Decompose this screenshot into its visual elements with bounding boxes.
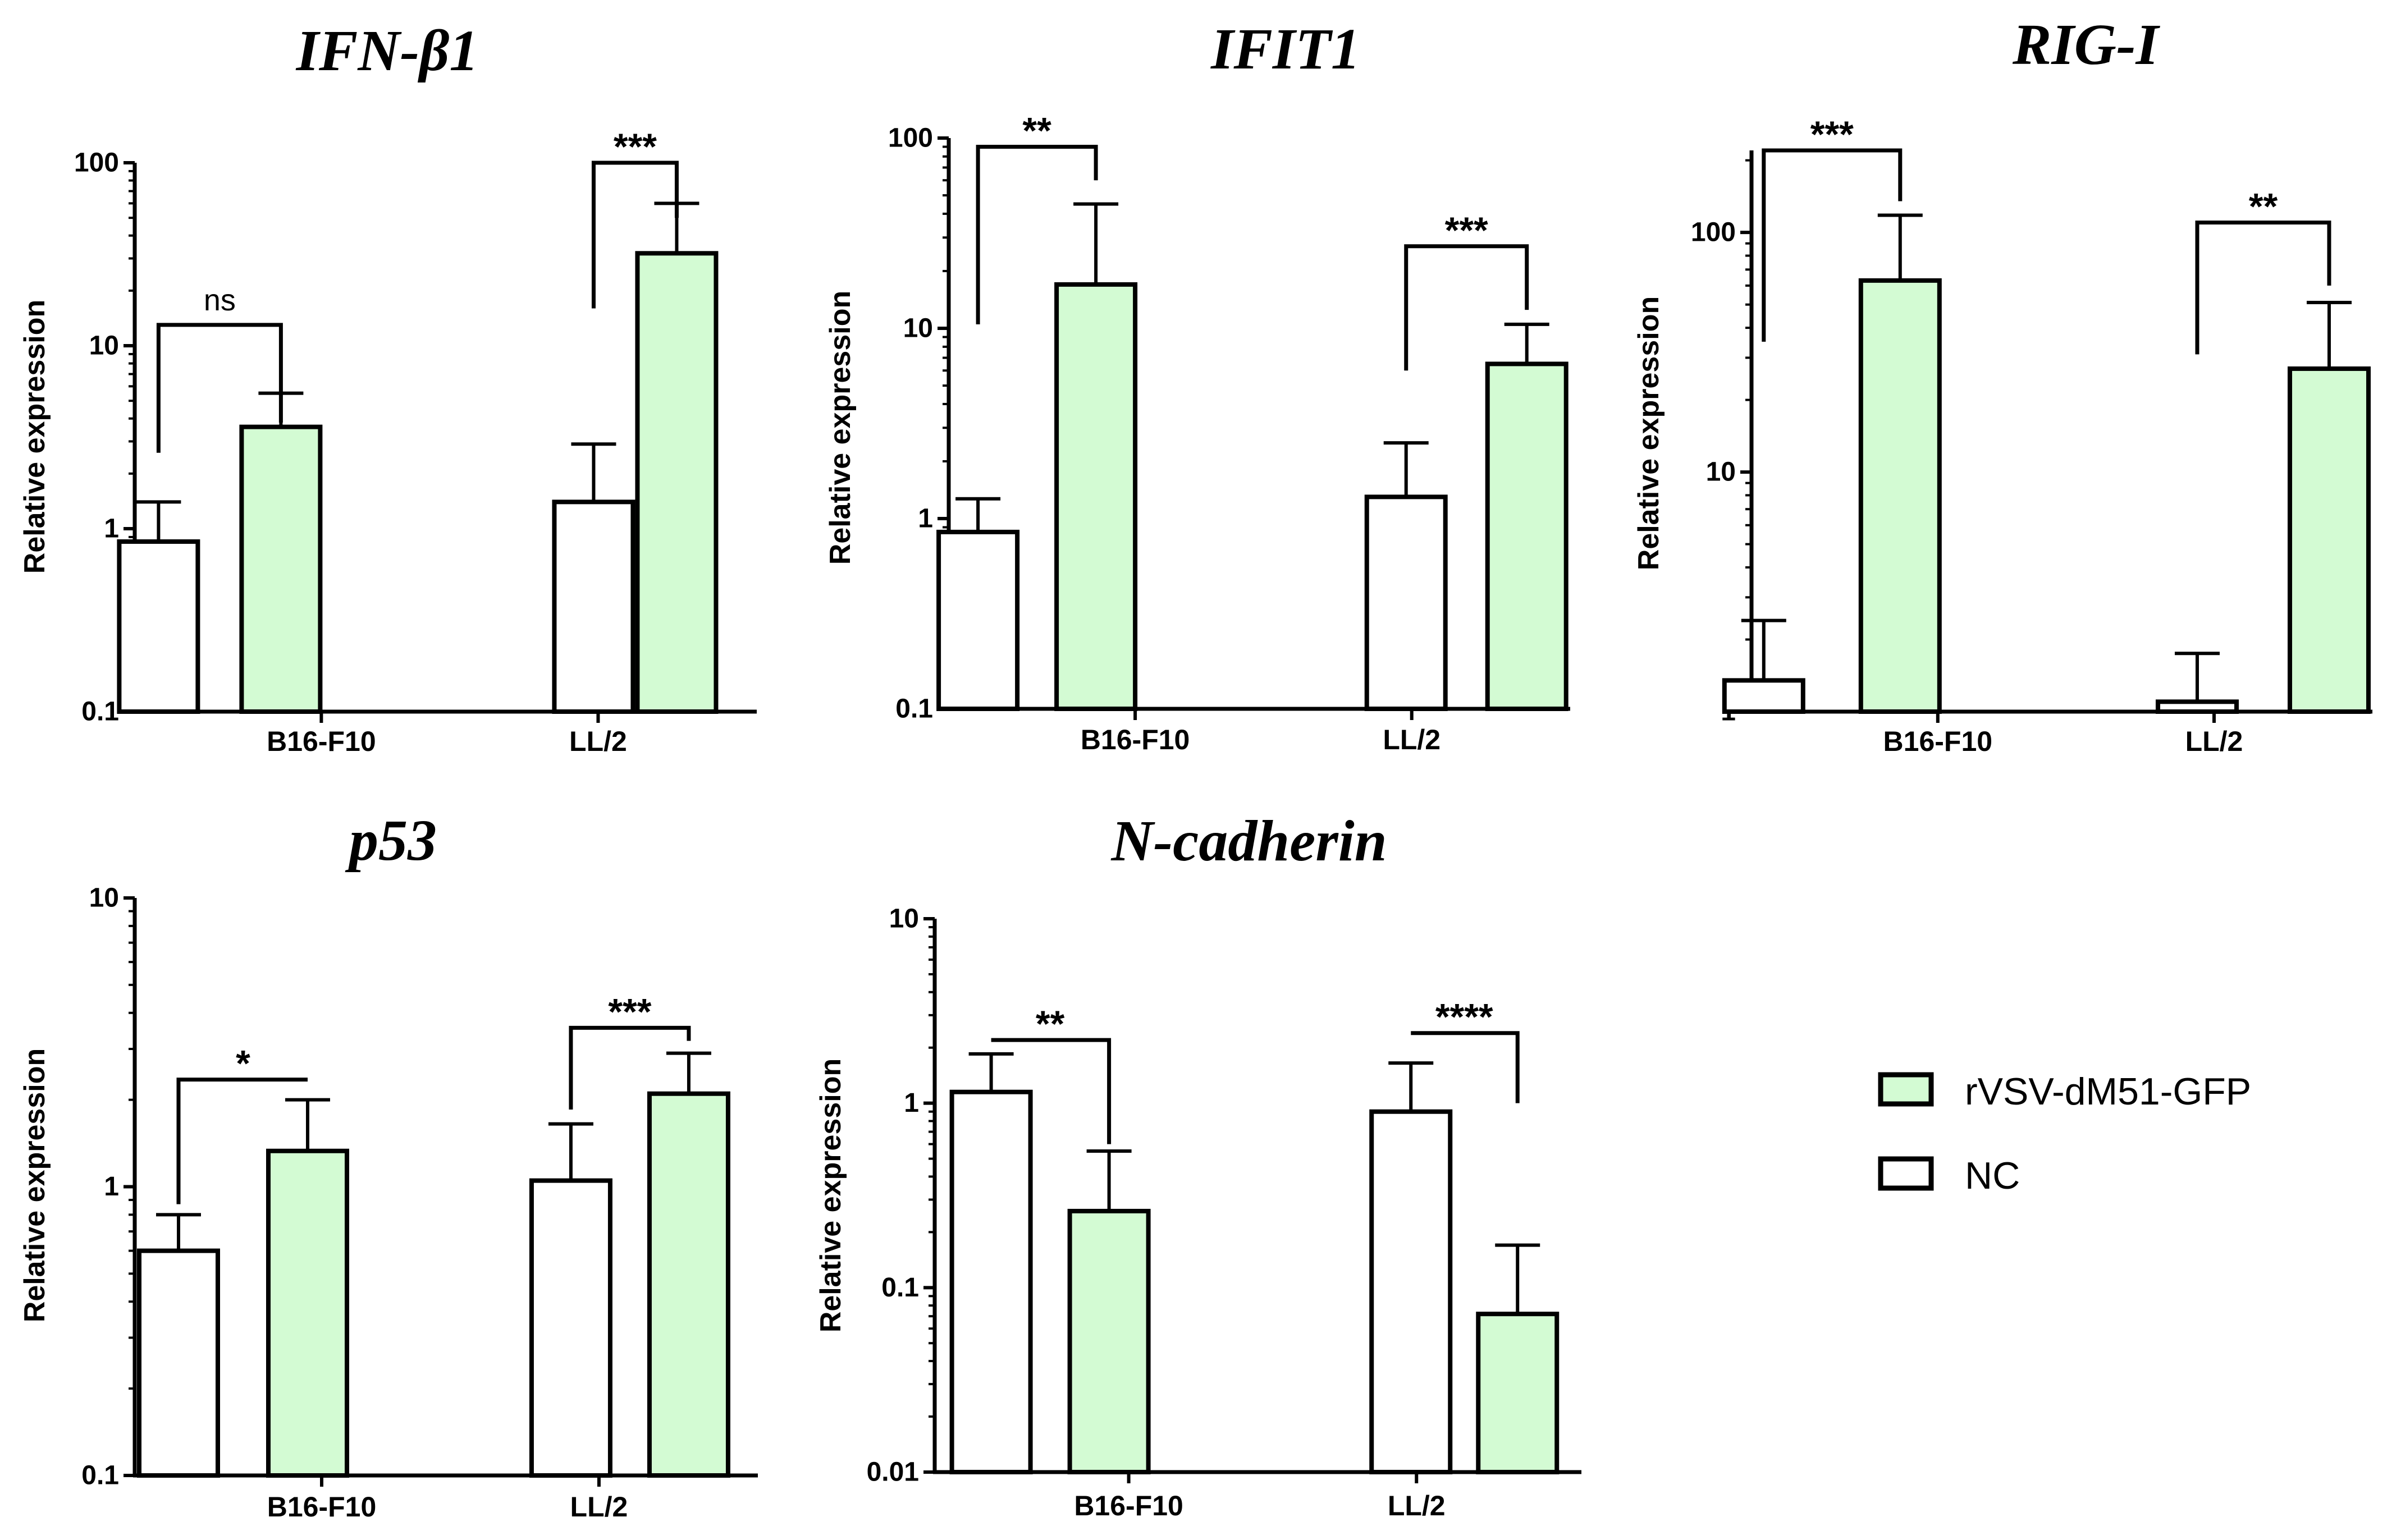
bar-treated-b16f10 [266, 1148, 349, 1478]
chart-panel-5: N-cadherin Relative expression 0.01 0.1 1 10 B… [815, 809, 1581, 1521]
bar-treated-b16f10 [1858, 278, 1942, 714]
y-tick-label: 100 [888, 123, 933, 153]
y-tick-label: 1 [104, 1172, 119, 1202]
x-category-label: LL/2 [1388, 1490, 1446, 1521]
significance-bracket [156, 323, 283, 453]
y-tick-label: 1 [904, 1088, 919, 1118]
x-category-label: B16-F10 [1081, 724, 1190, 755]
x-category-label: B16-F10 [1883, 726, 1993, 757]
bar-treated-b16f10 [1067, 1208, 1151, 1474]
panel-title: N-cadherin [1110, 809, 1387, 873]
x-category-label: LL/2 [1383, 724, 1441, 755]
significance-label: *** [608, 991, 651, 1032]
significance-bracket [1404, 244, 1529, 371]
bar-treated-ll2 [635, 251, 719, 714]
y-tick-label: 10 [903, 314, 933, 343]
significance-bracket [591, 161, 679, 309]
significance-label: **** [1435, 996, 1493, 1038]
y-tick-label: 10 [89, 331, 119, 361]
panel-title: RIG-I [2012, 12, 2161, 77]
y-tick-label: 1 [918, 504, 933, 534]
y-tick-label: 10 [889, 904, 919, 934]
y-tick-label: 1 [104, 514, 119, 544]
legend-swatch-nc [1878, 1156, 1934, 1191]
y-tick-label: 0.01 [867, 1458, 919, 1487]
legend-swatch-treated [1878, 1072, 1934, 1107]
x-category-label: B16-F10 [267, 1491, 377, 1523]
significance-bracket [2195, 221, 2331, 355]
bar-treated-b16f10 [1054, 282, 1138, 711]
x-category-label: LL/2 [569, 726, 627, 757]
bar-treated-ll2 [2287, 366, 2371, 714]
bar-nc-b16f10 [137, 1248, 220, 1478]
y-axis-label: Relative expression [815, 1058, 847, 1332]
x-category-label: LL/2 [2185, 726, 2243, 757]
y-tick-label: 100 [1691, 218, 1736, 247]
bar-treated-ll2 [647, 1091, 730, 1478]
y-tick-label: 0.1 [881, 1273, 919, 1303]
bar-nc-b16f10 [1722, 678, 1805, 714]
y-tick-label: 10 [89, 883, 119, 913]
significance-label: ns [204, 283, 236, 317]
significance-bracket [569, 1025, 691, 1110]
chart-panel-2: IFIT1 Relative expression 0.1 1 10 100 B16-F10… [824, 17, 1570, 755]
legend-label-nc: NC [1965, 1154, 2020, 1197]
y-axis-label: Relative expression [19, 300, 51, 574]
bar-nc-ll2 [1369, 1109, 1453, 1475]
significance-bracket [1762, 148, 1903, 342]
y-tick-label: 0.1 [81, 697, 119, 727]
significance-label: * [236, 1043, 250, 1084]
significance-label: *** [1445, 209, 1488, 251]
bar-treated-b16f10 [239, 424, 323, 714]
bar-nc-ll2 [2155, 699, 2239, 714]
significance-label: *** [1810, 113, 1854, 155]
y-tick-label: 0.1 [81, 1461, 119, 1491]
x-category-label: B16-F10 [267, 726, 376, 757]
x-category-label: LL/2 [570, 1491, 628, 1523]
significance-label: ** [1036, 1003, 1065, 1044]
y-axis-label: Relative expression [19, 1048, 51, 1322]
significance-label: *** [614, 126, 657, 167]
bar-nc-b16f10 [949, 1089, 1033, 1474]
significance-label: ** [2249, 186, 2278, 227]
significance-bracket [1411, 1031, 1520, 1103]
bar-nc-b16f10 [936, 529, 1020, 712]
bar-nc-b16f10 [117, 539, 200, 714]
y-axis-label: Relative expression [824, 291, 857, 565]
bar-treated-ll2 [1476, 1312, 1560, 1474]
significance-bracket [176, 1078, 308, 1204]
y-tick-label: 10 [1706, 457, 1736, 487]
significance-bracket [991, 1038, 1112, 1144]
significance-bracket [976, 145, 1098, 324]
bar-nc-ll2 [529, 1178, 612, 1478]
x-category-label: B16-F10 [1074, 1490, 1183, 1521]
panel-title: IFIT1 [1210, 17, 1360, 81]
y-tick-label: 100 [74, 148, 119, 178]
legend-label-treated: rVSV-dM51-GFP [1965, 1070, 2251, 1113]
panel-title: IFN-β1 [295, 19, 479, 83]
significance-label: ** [1022, 110, 1051, 152]
panel-title: p53 [345, 808, 437, 873]
chart-panel-1: IFN-β1 Relative expression 0.1 1 10 100 B16-F1… [19, 19, 757, 757]
chart-panel-4: p53 Relative expression 0.1 1 10 B16-F10 LL/2 *… [19, 808, 758, 1523]
legend: rVSV-dM51-GFP NC [1878, 1070, 2251, 1197]
bar-treated-ll2 [1485, 361, 1569, 711]
bar-nc-ll2 [1364, 494, 1448, 712]
y-axis-label: Relative expression [1633, 296, 1665, 570]
y-tick-label: 0.1 [895, 694, 933, 724]
bar-nc-ll2 [552, 499, 635, 714]
